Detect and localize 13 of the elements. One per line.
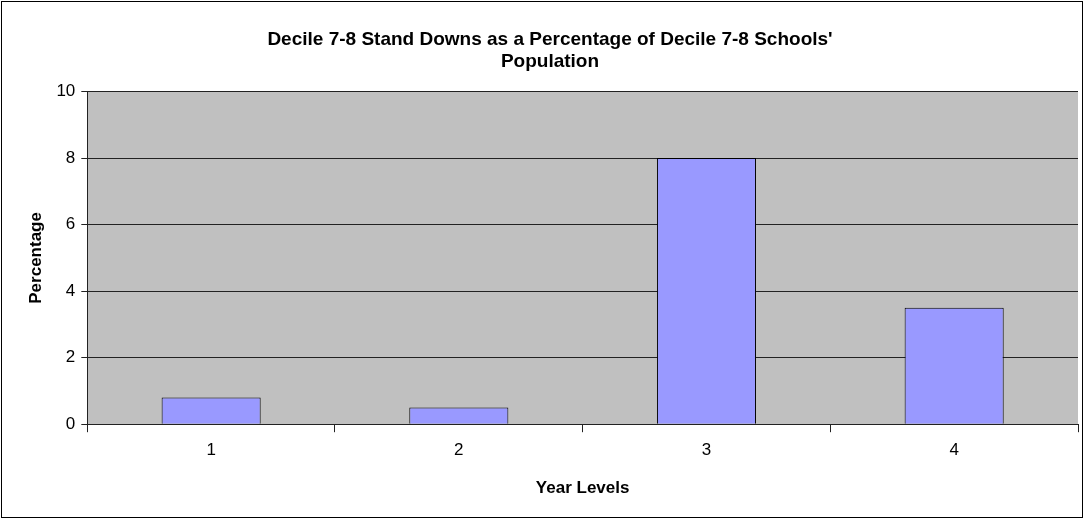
- x-tick-label: 4: [949, 440, 959, 460]
- y-tick-label: 10: [56, 81, 76, 101]
- y-tick-label: 2: [65, 347, 76, 367]
- x-axis-title: Year Levels: [535, 478, 630, 498]
- chart-title: Decile 7-8 Stand Downs as a Percentage of Decile 7-8 Schools' Population: [267, 27, 833, 72]
- y-tick-label: 4: [65, 280, 76, 300]
- x-tick-label: 2: [454, 440, 464, 460]
- x-tick-label: 3: [701, 440, 712, 460]
- y-axis-title: Percentage: [25, 212, 45, 304]
- y-tick-label: 0: [65, 413, 76, 433]
- y-tick-label: 8: [65, 147, 76, 167]
- x-tick-label: 1: [206, 440, 216, 460]
- y-tick-label: 6: [65, 214, 76, 234]
